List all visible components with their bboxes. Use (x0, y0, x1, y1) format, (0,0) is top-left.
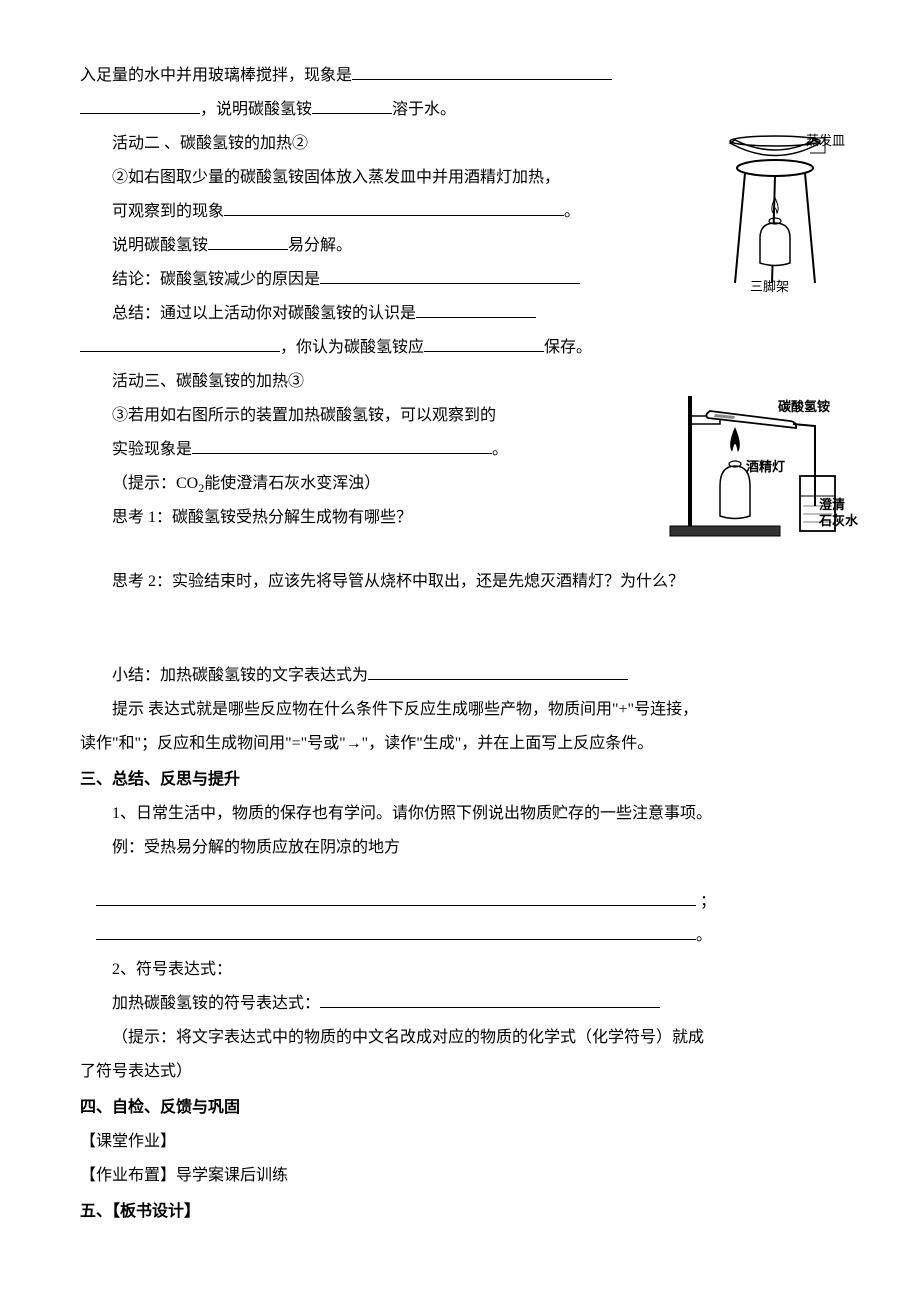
hint2-line1: 提示 表达式就是哪些反应物在什么条件下反应生成哪些产物，物质间用"+"号连接， (80, 694, 840, 726)
activity3-line2-pre: 实验现象是 (112, 441, 192, 458)
s4-line2: 【作业布置】导学案课后训练 (80, 1160, 840, 1192)
line-dissolve-1: 入足量的水中并用玻璃棒搅拌，现象是 (80, 60, 840, 92)
s3-line2-text: 例：受热易分解的物质应放在阴凉的地方 (112, 839, 400, 856)
figure-tripod: 蒸发皿 三脚架 (710, 128, 840, 328)
blank-storage1 (96, 890, 696, 906)
hint2-line2: 读作"和"；反应和生成物间用"="号或"→"，读作"生成"，并在上面写上反应条件… (80, 728, 840, 760)
activity2-line3-pre: 说明碳酸氢铵 (112, 237, 208, 254)
summary2-mid: ，你认为碳酸氢铵应 (280, 339, 424, 356)
blank-know (416, 302, 536, 318)
hint2-text2: 读作"和"；反应和生成物间用"="号或"→"，读作"生成"，并在上面写上反应条件… (80, 735, 653, 752)
s3-hint2-text: 了符号表达式） (80, 1063, 192, 1080)
label-lamp: 酒精灯 (746, 454, 785, 480)
label-lime2: 石灰水 (819, 508, 858, 534)
xiaojie-pre: 小结：加热碳酸氢铵的文字表达式为 (112, 667, 368, 684)
hint-post: 能使澄清石灰水变浑浊） (204, 475, 380, 492)
label-tripod: 三脚架 (750, 274, 789, 300)
s3-period: 。 (696, 927, 712, 944)
summary-line2: ，你认为碳酸氢铵应 保存。 (80, 332, 840, 364)
s4-line2-text: 【作业布置】导学案课后训练 (80, 1167, 288, 1184)
blank-dissolve (312, 98, 392, 114)
s3-line1-text: 1、日常生活中，物质的保存也有学问。请你仿照下例说出物质贮存的一些注意事项。 (112, 805, 712, 822)
s3-blank1: ； (80, 886, 840, 918)
hint-pre: （提示：CO (112, 475, 198, 492)
conclusion-pre: 结论：碳酸氢铵减少的原因是 (112, 271, 320, 288)
activity3-title-text: 活动三、碳酸氢铵的加热③ (112, 373, 304, 390)
s3-semi: ； (700, 893, 716, 910)
line-dissolve-2: ，说明碳酸氢铵 溶于水。 (80, 94, 840, 126)
blank-phenomenon-1 (352, 64, 612, 80)
summary-pre: 总结：通过以上活动你对碳酸氢铵的认识是 (112, 305, 416, 322)
section3-heading: 三、总结、反思与提升 (80, 764, 840, 796)
section4-heading: 四、自检、反馈与巩固 (80, 1092, 840, 1124)
label-dish: 蒸发皿 (806, 128, 845, 154)
text-dissolve-mid: ，说明碳酸氢铵 (200, 101, 312, 118)
s3-line3-text: 2、符号表达式： (112, 961, 232, 978)
think1-text: 思考 1：碳酸氢铵受热分解生成物有哪些？ (112, 509, 412, 526)
section3-text: 三、总结、反思与提升 (80, 771, 240, 788)
s3-hint2: 了符号表达式） (80, 1056, 840, 1088)
blank-store (424, 336, 544, 352)
summary2-end: 保存。 (544, 339, 592, 356)
activity2-line2-end: 。 (564, 203, 580, 220)
xiaojie-line: 小结：加热碳酸氢铵的文字表达式为 (80, 660, 840, 692)
s3-line3: 2、符号表达式： (80, 954, 840, 986)
blank-reason (320, 268, 580, 284)
blank-expression (368, 664, 628, 680)
blank-decompose (208, 234, 288, 250)
label-sample: 碳酸氢铵 (778, 394, 830, 420)
activity3-line2-end: 。 (492, 441, 508, 458)
blank-know2 (80, 336, 280, 352)
text-dissolve-pre: 入足量的水中并用玻璃棒搅拌，现象是 (80, 67, 352, 84)
s4-line1: 【课堂作业】 (80, 1126, 840, 1158)
blank-storage2 (96, 924, 696, 940)
section5-text: 五、【板书设计】 (80, 1203, 200, 1220)
s3-line4-pre: 加热碳酸氢铵的符号表达式： (112, 995, 320, 1012)
activity2-line3-end: 易分解。 (288, 237, 352, 254)
s3-line4: 加热碳酸氢铵的符号表达式： (80, 988, 840, 1020)
think2-line: 思考 2：实验结束时，应该先将导管从烧杯中取出，还是先熄灭酒精灯？为什么？ (80, 566, 840, 598)
blank-phenomenon-1b (80, 98, 200, 114)
s4-line1-text: 【课堂作业】 (80, 1133, 176, 1150)
s3-line2: 例：受热易分解的物质应放在阴凉的地方 (80, 832, 840, 864)
activity2-title-text: 活动二 、碳酸氢铵的加热② (112, 135, 308, 152)
figure-tube: 碳酸氢铵 酒精灯 澄清 石灰水 (660, 366, 840, 546)
activity3-line1-text: ③若用如右图所示的装置加热碳酸氢铵，可以观察到的 (112, 407, 496, 424)
s3-blank2: 。 (80, 920, 840, 952)
blank-symbol (320, 992, 660, 1008)
s3-line1: 1、日常生活中，物质的保存也有学问。请你仿照下例说出物质贮存的一些注意事项。 (80, 798, 840, 830)
text-dissolve-end: 溶于水。 (392, 101, 456, 118)
section4-text: 四、自检、反馈与巩固 (80, 1099, 240, 1116)
hint2-text1: 提示 表达式就是哪些反应物在什么条件下反应生成哪些产物，物质间用"+"号连接， (112, 701, 698, 718)
blank-observe2 (192, 438, 492, 454)
activity2-line2-pre: 可观察到的现象 (112, 203, 224, 220)
s3-hint-text: （提示：将文字表达式中的物质的中文名改成对应的物质的化学式（化学符号）就成 (112, 1029, 704, 1046)
s3-hint: （提示：将文字表达式中的物质的中文名改成对应的物质的化学式（化学符号）就成 (80, 1022, 840, 1054)
blank-observe (224, 200, 564, 216)
activity2-line1-text: ②如右图取少量的碳酸氢铵固体放入蒸发皿中并用酒精灯加热， (112, 169, 560, 186)
section5-heading: 五、【板书设计】 (80, 1196, 840, 1228)
think2-text: 思考 2：实验结束时，应该先将导管从烧杯中取出，还是先熄灭酒精灯？为什么？ (112, 573, 684, 590)
